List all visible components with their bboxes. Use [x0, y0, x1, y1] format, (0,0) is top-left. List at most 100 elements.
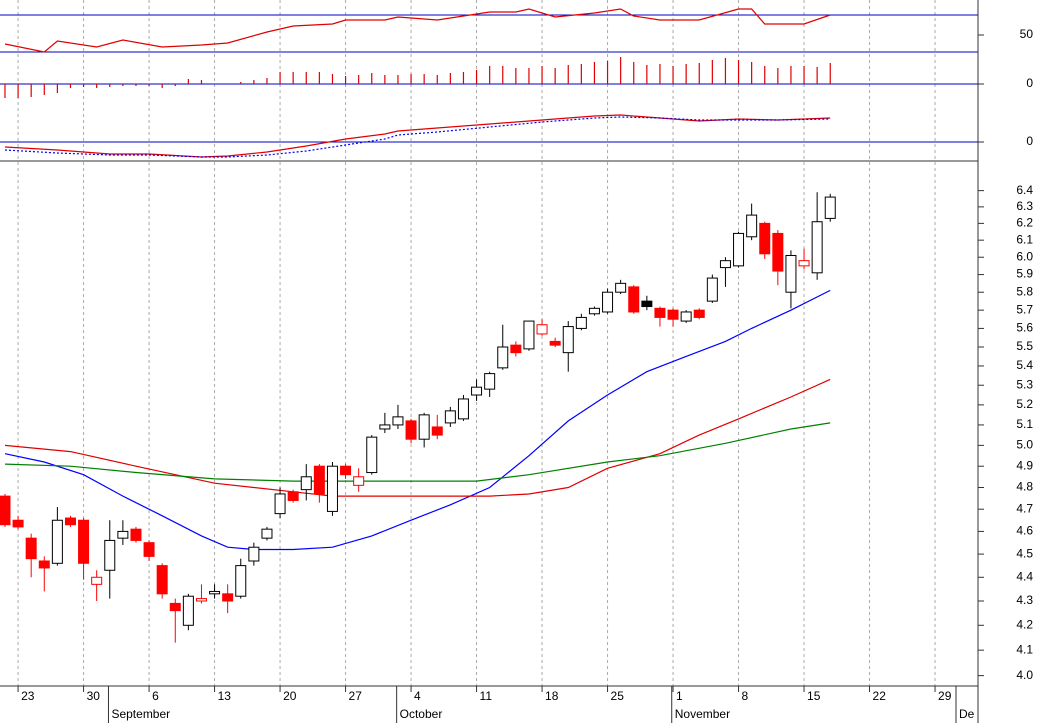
histogram-bar: [96, 84, 98, 88]
candle-body: [602, 291, 614, 313]
histogram-bar: [580, 64, 582, 84]
x-tick-label: 29: [938, 689, 952, 703]
candle-body: [575, 316, 587, 329]
y-tick-label: 4.4: [1016, 569, 1033, 583]
candle-body: [667, 309, 679, 320]
histogram-bar: [344, 76, 347, 84]
candle-body: [261, 528, 273, 539]
histogram-bar: [253, 80, 255, 84]
histogram-bar: [279, 72, 281, 84]
candle-body: [549, 340, 561, 346]
histogram-bar: [200, 80, 203, 84]
y-tick-label: 0: [1026, 134, 1033, 148]
line-series: [4, 289, 831, 551]
y-tick-label: 5.2: [1016, 397, 1033, 411]
line-series: [4, 116, 831, 158]
candle-body: [654, 307, 666, 318]
x-tick-label: 1: [676, 689, 683, 703]
histogram-bar: [331, 74, 334, 84]
histogram-bar: [187, 79, 189, 84]
histogram-bar: [672, 66, 674, 84]
histogram-bar: [790, 66, 792, 84]
candle-body: [523, 320, 535, 350]
histogram-bar: [292, 72, 294, 84]
candle-body: [457, 398, 469, 420]
histogram-bar: [646, 65, 648, 84]
y-tick-label: 5.1: [1016, 417, 1033, 431]
histogram-bar: [698, 63, 700, 84]
candle-body: [706, 277, 718, 302]
y-tick-label: 4.0: [1016, 668, 1033, 682]
candle-body: [719, 260, 731, 269]
histogram-bar: [620, 57, 622, 84]
candle-body: [431, 426, 443, 436]
histogram-bar: [751, 62, 753, 84]
candle-body: [772, 232, 784, 272]
candle-body: [471, 386, 483, 396]
y-tick-label: 4.3: [1016, 593, 1033, 607]
histogram-bar: [4, 84, 6, 98]
histogram-bar: [449, 73, 451, 84]
histogram-bar: [69, 84, 72, 88]
histogram-bar: [737, 60, 740, 84]
candle-body: [562, 326, 574, 354]
x-tick-label: 15: [807, 689, 821, 703]
line-series: [4, 422, 831, 482]
histogram-bar: [606, 61, 609, 84]
candle-body: [117, 530, 129, 539]
candle-body: [366, 436, 378, 474]
candle-body: [484, 373, 496, 390]
x-tick-label: 11: [480, 689, 493, 703]
candle-body: [78, 519, 90, 564]
histogram-bar: [462, 72, 465, 84]
candle-body: [785, 255, 797, 293]
histogram-bar: [659, 64, 661, 84]
candle-body: [274, 493, 286, 515]
x-tick-label: 4: [414, 689, 421, 703]
histogram-bar: [30, 84, 32, 97]
candle-body: [169, 602, 181, 612]
candle-body: [405, 420, 417, 440]
y-tick-label: 5.7: [1016, 302, 1033, 316]
month-label: September: [111, 707, 170, 721]
y-tick-label: 0: [1026, 76, 1033, 90]
x-tick-label: 30: [87, 689, 101, 703]
x-tick-label: 20: [283, 689, 297, 703]
y-tick-label: 6.3: [1016, 199, 1033, 213]
histogram-bar: [541, 66, 543, 84]
x-tick-label: 23: [21, 689, 35, 703]
candle-body: [156, 565, 168, 595]
histogram-bar: [489, 66, 491, 84]
line-series: [4, 8, 831, 53]
candle-body: [798, 260, 810, 267]
candle-body: [497, 346, 509, 369]
y-tick-label: 5.9: [1016, 267, 1033, 281]
histogram-bar: [240, 82, 242, 84]
candle-body: [824, 196, 836, 219]
candle-body: [235, 565, 247, 597]
candle-body: [12, 519, 24, 528]
line-series: [4, 378, 831, 497]
candle-body: [510, 344, 522, 354]
histogram-bar: [82, 84, 85, 87]
candle-body: [340, 465, 352, 476]
candle-body: [64, 517, 76, 526]
candle-body: [628, 286, 640, 313]
candle-body: [680, 311, 692, 322]
histogram-bar: [122, 84, 124, 86]
histogram-bar: [633, 62, 635, 84]
candle-body: [91, 576, 103, 585]
candle-body: [811, 221, 823, 274]
month-label: November: [675, 707, 730, 721]
y-tick-label: 4.6: [1016, 524, 1033, 538]
histogram-bar: [397, 75, 399, 84]
candle-body: [392, 416, 404, 426]
histogram-bar: [724, 58, 727, 84]
histogram-bar: [685, 64, 687, 84]
y-tick-label: 4.9: [1016, 458, 1033, 472]
histogram-bar: [109, 84, 111, 87]
candle-body: [353, 476, 365, 486]
